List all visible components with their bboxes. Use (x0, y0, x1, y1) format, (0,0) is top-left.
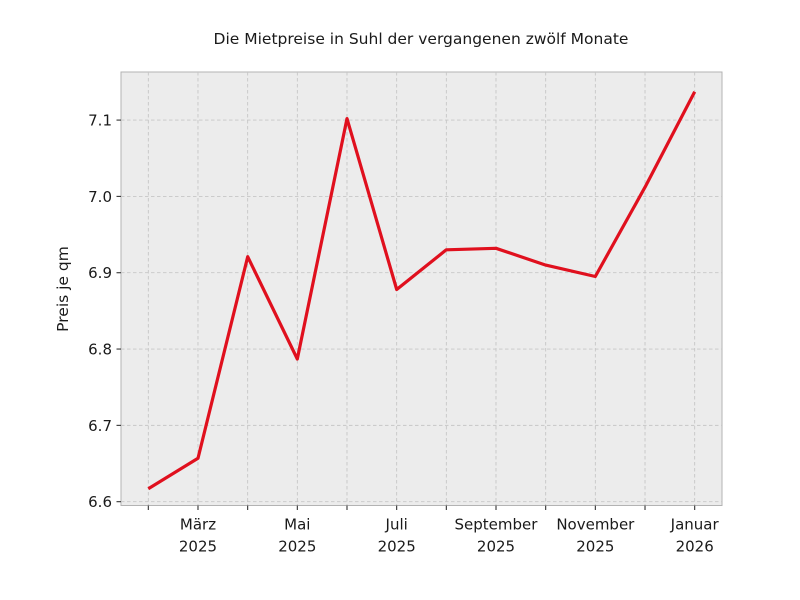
x-tick-label-month: Juli (385, 516, 408, 534)
x-tick-label-year: 2025 (576, 538, 614, 556)
x-tick-label-month: Januar (670, 516, 720, 534)
x-tick-label-year: 2026 (676, 538, 714, 556)
x-tick-label-year: 2025 (278, 538, 316, 556)
x-tick-labels: März 2025 Mai 2025 Juli 2025 September 2025 Nove… (179, 516, 720, 556)
price-line (147, 91, 697, 491)
x-tick-label-year: 2025 (477, 538, 515, 556)
axis-ticks (116, 119, 696, 510)
y-tick-labels: 6.6 6.7 6.8 6.9 7.0 7.1 (88, 112, 112, 512)
chart-title: Die Mietpreise in Suhl der vergangenen z… (214, 30, 629, 48)
y-tick-label: 7.1 (88, 112, 112, 130)
plot-layers: März 2025 Mai 2025 Juli 2025 September 2025 Nove… (88, 71, 723, 556)
x-tick-label-month: März (180, 516, 216, 534)
x-tick-label-year: 2025 (179, 538, 217, 556)
x-tick-label-month: Mai (284, 516, 310, 534)
y-tick-label: 6.7 (88, 417, 112, 435)
y-tick-label: 6.9 (88, 264, 112, 282)
y-axis-label: Preis je qm (54, 246, 72, 332)
plot-area (120, 71, 723, 506)
y-tick-label: 6.8 (88, 341, 112, 359)
y-tick-label: 6.6 (88, 493, 112, 511)
y-tick-label: 7.0 (88, 188, 112, 206)
x-tick-label-year: 2025 (378, 538, 416, 556)
gridlines (121, 72, 722, 506)
x-tick-label-month: November (556, 516, 635, 534)
x-tick-label-month: September (455, 516, 539, 534)
